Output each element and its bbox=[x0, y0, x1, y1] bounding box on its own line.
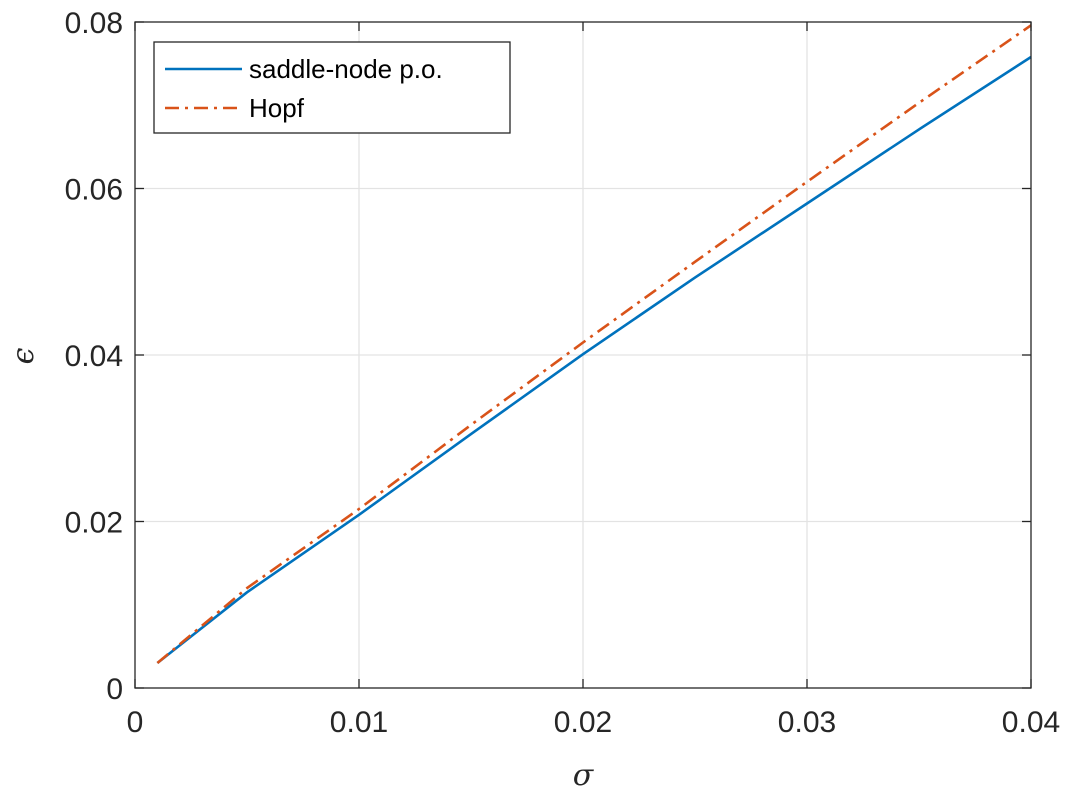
series-line-hopf bbox=[156, 24, 1032, 664]
y-tick-label: 0.08 bbox=[65, 7, 123, 40]
y-axis-title: ϵ bbox=[6, 347, 41, 364]
x-tick-label: 0 bbox=[127, 706, 144, 739]
legend-box bbox=[153, 41, 511, 134]
legend-label-saddle-node: saddle-node p.o. bbox=[249, 54, 443, 84]
series-line-saddle-node bbox=[156, 55, 1032, 665]
x-tick-label: 0.01 bbox=[330, 706, 388, 739]
y-tick-label: 0.04 bbox=[65, 340, 123, 373]
legend-label-hopf: Hopf bbox=[249, 93, 305, 123]
x-tick-label: 0.04 bbox=[1002, 706, 1060, 739]
axis-ticks bbox=[134, 21, 1032, 689]
x-tick-label: 0.03 bbox=[778, 706, 836, 739]
x-axis-title: σ bbox=[573, 758, 595, 793]
legend: saddle-node p.o. Hopf bbox=[153, 41, 511, 134]
y-tick-label: 0 bbox=[106, 673, 123, 706]
y-tick-label: 0.02 bbox=[65, 507, 123, 540]
x-tick-label: 0.02 bbox=[554, 706, 612, 739]
y-tick-label: 0.06 bbox=[65, 174, 123, 207]
axis-tick-labels: 0 0.01 0.02 0.03 0.04 0 0.02 0.04 0.06 0.08 bbox=[65, 7, 1061, 739]
data-series bbox=[156, 24, 1032, 665]
